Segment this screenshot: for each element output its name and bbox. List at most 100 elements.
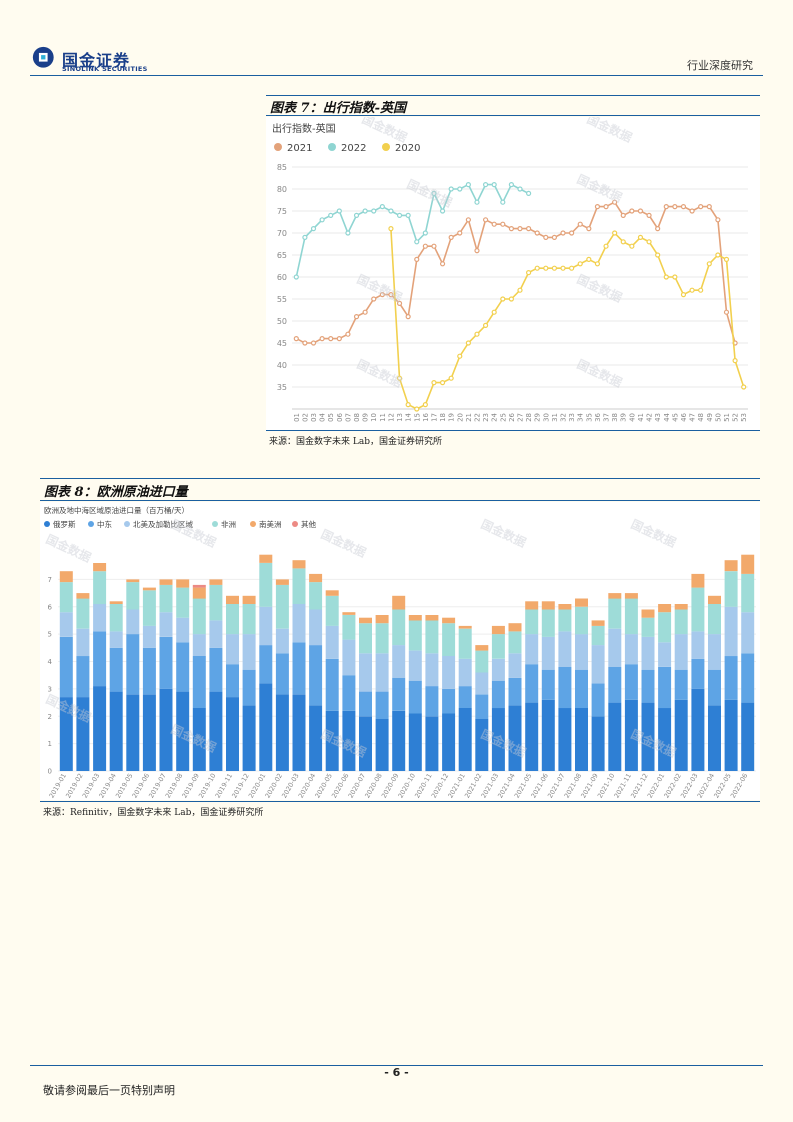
data-point-2021 [646,212,652,219]
data-point-2021 [336,336,342,342]
bar-segment-北美及加勒比区域 [292,604,306,643]
bar-segment-南美洲 [541,601,555,610]
data-point-2020 [405,402,411,408]
bar-segment-非洲 [309,582,323,610]
footer-divider [30,1065,763,1066]
y-tick-label: 55 [277,295,287,304]
data-point-2020 [723,256,730,262]
legend-label-2020: 2020 [395,143,420,154]
bar-segment-南美洲 [491,625,505,635]
figure7-title: 图表 7：出行指数-英国 [270,101,406,116]
bar-segment-南美洲 [192,587,206,599]
figure7-source: 来源：国金数字未来 Lab，国金证券研究所 [269,437,442,447]
bar-segment-非洲 [658,612,672,643]
bar-segment-俄罗斯 [475,719,489,771]
bar-segment-北美及加勒比区域 [159,612,173,637]
bar-segment-南美洲 [442,617,456,624]
bar-segment-俄罗斯 [226,697,239,771]
bar-segment-北美及加勒比区域 [126,609,140,635]
data-point-2021 [594,203,601,210]
bar-segment-南美洲 [508,623,522,632]
bar-segment-南美洲 [142,587,156,591]
bar-segment-南美洲 [458,625,472,629]
legend-marker-2020 [382,143,390,151]
legend-marker-俄罗斯 [44,521,50,527]
data-point-2021 [431,243,437,249]
bar-segment-俄罗斯 [541,699,555,771]
bar-segment-中东 [375,691,389,719]
data-point-2021 [310,340,317,346]
chart8-title: 欧洲及地中海区域原油进口量（百万桶/天） [44,505,189,515]
bar-segment-中东 [392,677,406,711]
data-point-2022 [491,181,497,188]
data-point-2021 [414,256,420,262]
bar-segment-非洲 [76,598,90,629]
bar-segment-非洲 [392,609,406,646]
x-tick-label: 45 [671,413,679,422]
bar-segment-南美洲 [674,604,688,610]
data-point-2022 [310,225,317,232]
x-tick-label: 11 [379,413,387,422]
page-number: - 6 - [384,1066,409,1079]
bar-segment-中东 [458,686,472,708]
bar-segment-北美及加勒比区域 [142,625,156,648]
data-point-2020 [448,375,454,381]
bar-segment-非洲 [375,623,389,654]
data-point-2020 [637,234,644,241]
bar-segment-北美及加勒比区域 [691,631,705,659]
bar-segment-南美洲 [109,601,123,604]
bar-segment-北美及加勒比区域 [192,634,206,656]
data-point-2022 [500,199,506,205]
data-point-2020 [569,265,575,271]
x-tick-label: 49 [706,413,714,422]
data-point-2022 [508,181,514,188]
data-point-2021 [474,248,480,254]
bar-segment-中东 [59,636,73,698]
x-tick-label: 51 [723,413,731,422]
data-point-2020 [655,252,661,258]
y-tick-label: 70 [277,229,287,238]
bar-segment-北美及加勒比区域 [259,606,273,646]
data-point-2021 [680,203,687,210]
bar-segment-北美及加勒比区域 [442,656,456,689]
bar-segment-中东 [259,645,273,684]
data-point-2021 [517,225,523,232]
data-point-2020 [680,292,687,298]
x-tick-label: 21 [465,413,473,422]
data-point-2022 [396,212,403,219]
data-point-2020 [646,239,652,245]
data-point-2020 [577,261,583,267]
bar-segment-北美及加勒比区域 [375,653,389,692]
bar-segment-中东 [525,664,539,703]
bar-segment-北美及加勒比区域 [93,604,107,632]
figure8-source: 来源：Refinitiv，国金数字未来 Lab，国金证券研究所 [43,808,264,818]
bar-segment-非洲 [93,571,107,605]
bar-segment-北美及加勒比区域 [475,672,489,695]
bar-segment-非洲 [624,598,638,635]
bar-segment-南美洲 [375,615,389,624]
bar-segment-北美及加勒比区域 [325,625,339,659]
bar-segment-非洲 [292,568,306,604]
data-point-2021 [491,221,497,227]
bar-segment-北美及加勒比区域 [425,653,439,687]
figure7-chart: 出行指数-英国 2021 2022 2020 35 40 45 50 55 60 65 70 75 80 8… [266,111,760,430]
bar-segment-非洲 [475,650,489,673]
bar-segment-南美洲 [525,601,539,610]
data-point-2021 [439,261,446,267]
bar-segment-南美洲 [342,612,356,615]
bar-segment-俄罗斯 [142,694,156,771]
bar-segment-中东 [442,688,456,714]
data-point-2021 [698,203,704,210]
data-point-2020 [560,265,566,271]
x-tick-label: 25 [499,413,507,422]
bar-segment-北美及加勒比区域 [359,653,372,692]
data-point-2020 [414,406,420,412]
watermark-text: 国金数据 [319,526,369,560]
data-point-2021 [482,217,489,223]
data-point-2021 [319,336,325,342]
bar-segment-北美及加勒比区域 [674,634,688,670]
data-point-2020 [715,252,721,258]
bar-segment-北美及加勒比区域 [491,658,505,681]
x-tick-label: 34 [577,412,585,421]
bar-segment-南美洲 [59,571,73,583]
